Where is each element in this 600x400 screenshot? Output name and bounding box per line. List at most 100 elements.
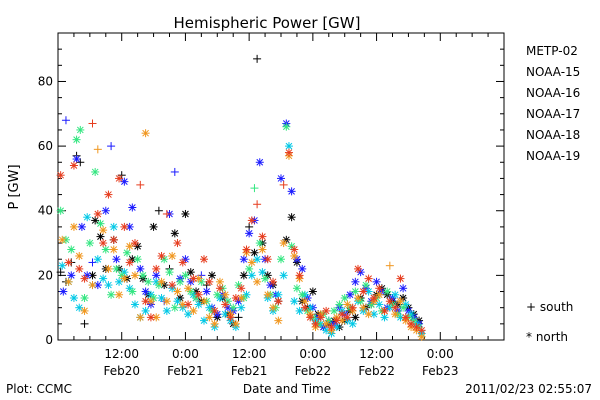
- data-point: [69, 161, 78, 170]
- data-point: [322, 319, 331, 328]
- data-point: [83, 213, 92, 222]
- data-point: [348, 319, 357, 328]
- data-point: [120, 274, 129, 283]
- data-point: [104, 281, 113, 290]
- data-point: [205, 277, 214, 286]
- data-point: [178, 258, 187, 267]
- data-point: [359, 303, 368, 312]
- legend-entry: NOAA-18: [526, 128, 580, 142]
- data-point: [72, 155, 81, 164]
- data-point: [173, 239, 182, 248]
- data-point: [234, 313, 243, 322]
- data-point: [72, 135, 81, 144]
- data-point: [149, 222, 158, 231]
- data-point: [67, 245, 76, 254]
- data-point: [290, 297, 299, 306]
- data-point: [247, 271, 256, 280]
- data-point: [67, 271, 76, 280]
- y-tick-label: 40: [38, 204, 53, 218]
- data-point: [348, 303, 357, 312]
- data-point: [332, 316, 341, 325]
- data-point: [250, 248, 259, 257]
- data-point: [287, 213, 296, 222]
- y-tick-label: 60: [38, 139, 53, 153]
- data-point: [93, 255, 102, 264]
- data-point: [213, 290, 222, 299]
- data-point: [93, 209, 102, 218]
- data-point: [144, 277, 153, 286]
- x-tick-label-time: 12:00: [104, 347, 139, 361]
- chart-title: Hemispheric Power [GW]: [174, 14, 361, 32]
- data-point: [162, 209, 171, 218]
- data-point: [58, 261, 67, 270]
- data-point: [221, 300, 230, 309]
- data-point: [130, 300, 139, 309]
- data-point: [338, 310, 347, 319]
- data-point: [184, 300, 193, 309]
- data-point: [168, 251, 177, 260]
- data-point: [61, 116, 70, 125]
- symbol-legend-entry: + south: [526, 300, 573, 314]
- data-point: [76, 125, 85, 134]
- data-point: [292, 284, 301, 293]
- data-point: [56, 268, 65, 277]
- data-point: [247, 216, 256, 225]
- x-axis: 12:00 Feb20 0:00 Feb21 12:00 Feb21 0:00 Feb22 12…: [57, 33, 505, 378]
- data-point: [290, 245, 299, 254]
- data-point: [162, 297, 171, 306]
- data-point: [112, 255, 121, 264]
- data-point: [237, 303, 246, 312]
- data-point: [385, 297, 394, 306]
- data-point: [173, 287, 182, 296]
- data-point: [239, 255, 248, 264]
- data-point: [88, 119, 97, 128]
- data-point: [316, 313, 325, 322]
- data-point: [335, 300, 344, 309]
- data-point: [136, 313, 145, 322]
- data-point: [399, 284, 408, 293]
- data-point: [215, 284, 224, 293]
- data-point: [250, 184, 259, 193]
- data-point: [64, 258, 73, 267]
- data-point: [311, 319, 320, 328]
- data-point: [181, 209, 190, 218]
- data-point: [136, 264, 145, 273]
- data-point: [91, 167, 100, 176]
- timestamp: 2011/02/23 02:55:07: [465, 382, 592, 396]
- x-tick-label-date: Feb23: [422, 364, 459, 378]
- data-point: [200, 255, 209, 264]
- data-point: [152, 264, 161, 273]
- data-point: [231, 293, 240, 302]
- data-point: [107, 290, 116, 299]
- data-point: [125, 222, 134, 231]
- data-point: [359, 287, 368, 296]
- data-point: [101, 206, 110, 215]
- data-point: [154, 206, 163, 215]
- data-point: [364, 274, 373, 283]
- legend-entry: NOAA-17: [526, 107, 580, 121]
- data-point: [157, 277, 166, 286]
- data-point: [279, 180, 288, 189]
- data-point: [115, 174, 124, 183]
- data-point: [284, 148, 293, 157]
- legend: METP-02 NOAA-15 NOAA-16 NOAA-17 NOAA-18 NOAA-…: [526, 44, 580, 163]
- data-point: [58, 235, 67, 244]
- data-point: [88, 281, 97, 290]
- data-point: [141, 129, 150, 138]
- x-tick-label-date: Feb22: [358, 364, 395, 378]
- symbol-legend: + south * north: [526, 300, 573, 344]
- plot-credit: Plot: CCMC: [6, 382, 72, 396]
- symbol-legend-entry: * north: [526, 330, 568, 344]
- data-point: [96, 232, 105, 241]
- data-point: [284, 142, 293, 151]
- data-point: [361, 281, 370, 290]
- data-point: [181, 271, 190, 280]
- data-point: [189, 306, 198, 315]
- data-point: [146, 313, 155, 322]
- data-point: [274, 316, 283, 325]
- data-point: [255, 158, 264, 167]
- data-point: [407, 319, 416, 328]
- data-point: [123, 248, 132, 257]
- data-point: [170, 229, 179, 238]
- data-point: [176, 277, 185, 286]
